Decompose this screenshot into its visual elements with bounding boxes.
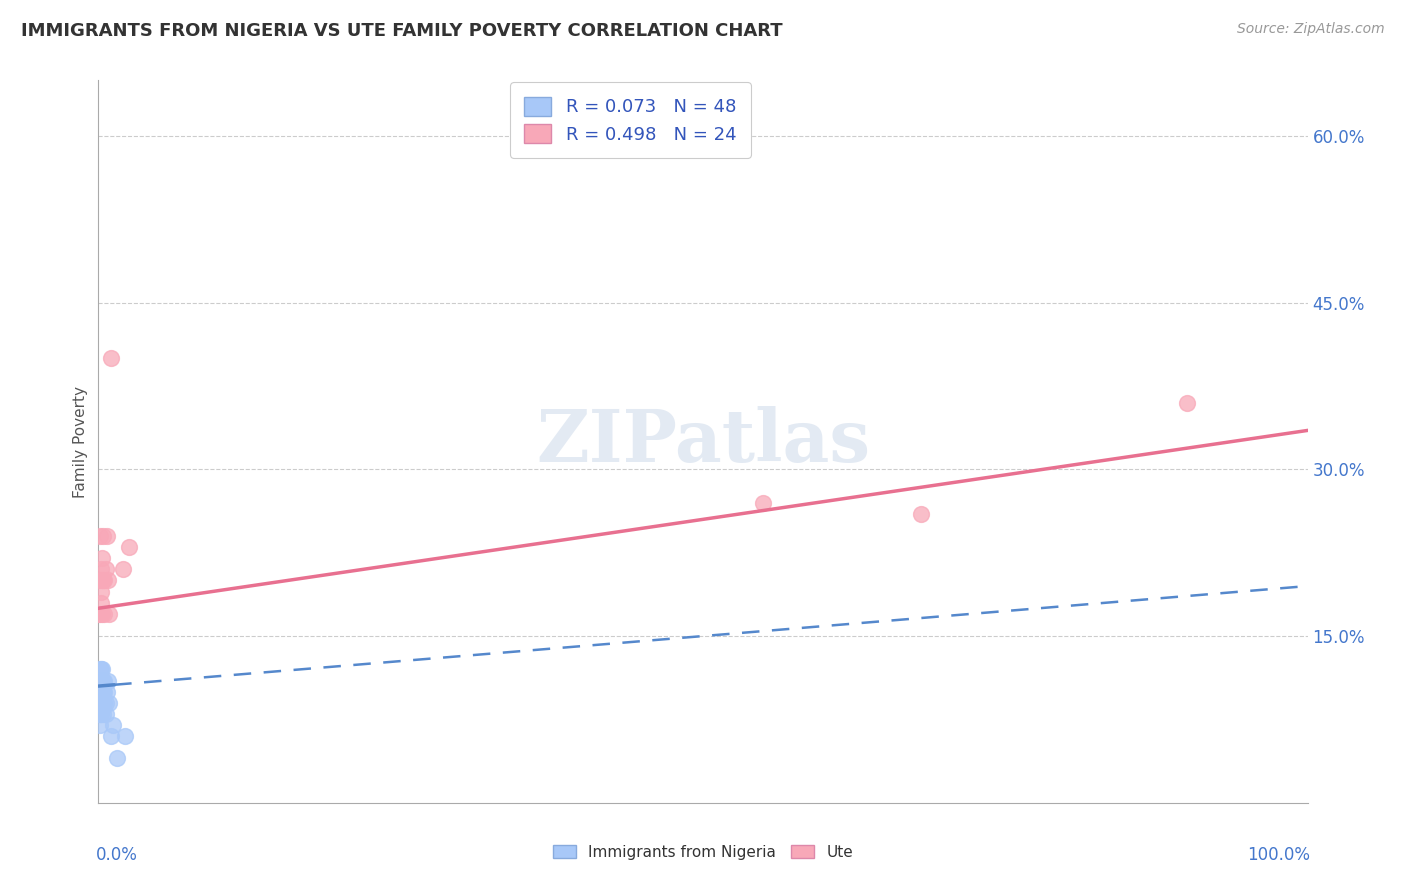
Point [90,673,112,688]
Point [90,684,112,698]
Point [89,529,111,543]
Point [90,696,112,710]
Point [89,684,111,698]
Point [94,696,117,710]
Point [91,684,114,698]
Point [87,673,110,688]
Point [87,684,110,698]
Point [111,562,134,576]
Text: 100.0%: 100.0% [1247,847,1310,864]
Point [93,673,115,688]
Point [91,684,114,698]
Point [91,529,114,543]
Point [89,662,111,676]
Point [89,696,111,710]
Point [100,729,122,743]
Point [89,607,111,621]
Point [98,696,121,710]
Point [96,684,118,698]
Point [90,596,112,610]
Point [91,551,114,566]
Point [93,574,115,588]
Point [96,529,118,543]
Point [89,696,111,710]
Point [90,696,112,710]
Point [93,607,115,621]
Text: ZIPatlas: ZIPatlas [536,406,870,477]
Point [94,706,117,721]
Point [89,684,111,698]
Point [89,706,111,721]
Point [91,673,114,688]
Point [89,574,111,588]
Point [91,706,114,721]
Text: 0.0%: 0.0% [96,847,138,864]
Point [100,351,122,366]
Point [89,696,111,710]
Point [91,574,114,588]
Point [90,584,112,599]
Point [90,696,112,710]
Point [97,673,120,688]
Point [90,684,112,698]
Point [94,562,117,576]
Point [91,662,114,676]
Point [752,496,775,510]
Point [93,684,115,698]
Point [91,696,114,710]
Point [97,574,120,588]
Point [89,673,111,688]
Point [910,507,932,521]
Point [91,574,114,588]
Point [114,729,136,743]
Text: Source: ZipAtlas.com: Source: ZipAtlas.com [1237,22,1385,37]
Point [89,684,111,698]
Point [90,684,112,698]
Text: IMMIGRANTS FROM NIGERIA VS UTE FAMILY POVERTY CORRELATION CHART: IMMIGRANTS FROM NIGERIA VS UTE FAMILY PO… [21,22,783,40]
Point [90,662,112,676]
Y-axis label: Family Poverty: Family Poverty [73,385,89,498]
Point [90,673,112,688]
Point [93,696,115,710]
Point [89,696,111,710]
Point [87,607,110,621]
Point [89,684,111,698]
Point [118,540,141,554]
Legend: Immigrants from Nigeria, Ute: Immigrants from Nigeria, Ute [546,837,860,867]
Point [90,706,112,721]
Point [89,706,111,721]
Point [89,718,111,732]
Point [98,607,121,621]
Point [90,562,112,576]
Point [91,696,114,710]
Point [91,684,114,698]
Point [91,673,114,688]
Point [91,696,114,710]
Point [89,673,111,688]
Point [1175,395,1198,409]
Point [105,751,128,765]
Point [101,718,124,732]
Point [91,607,114,621]
